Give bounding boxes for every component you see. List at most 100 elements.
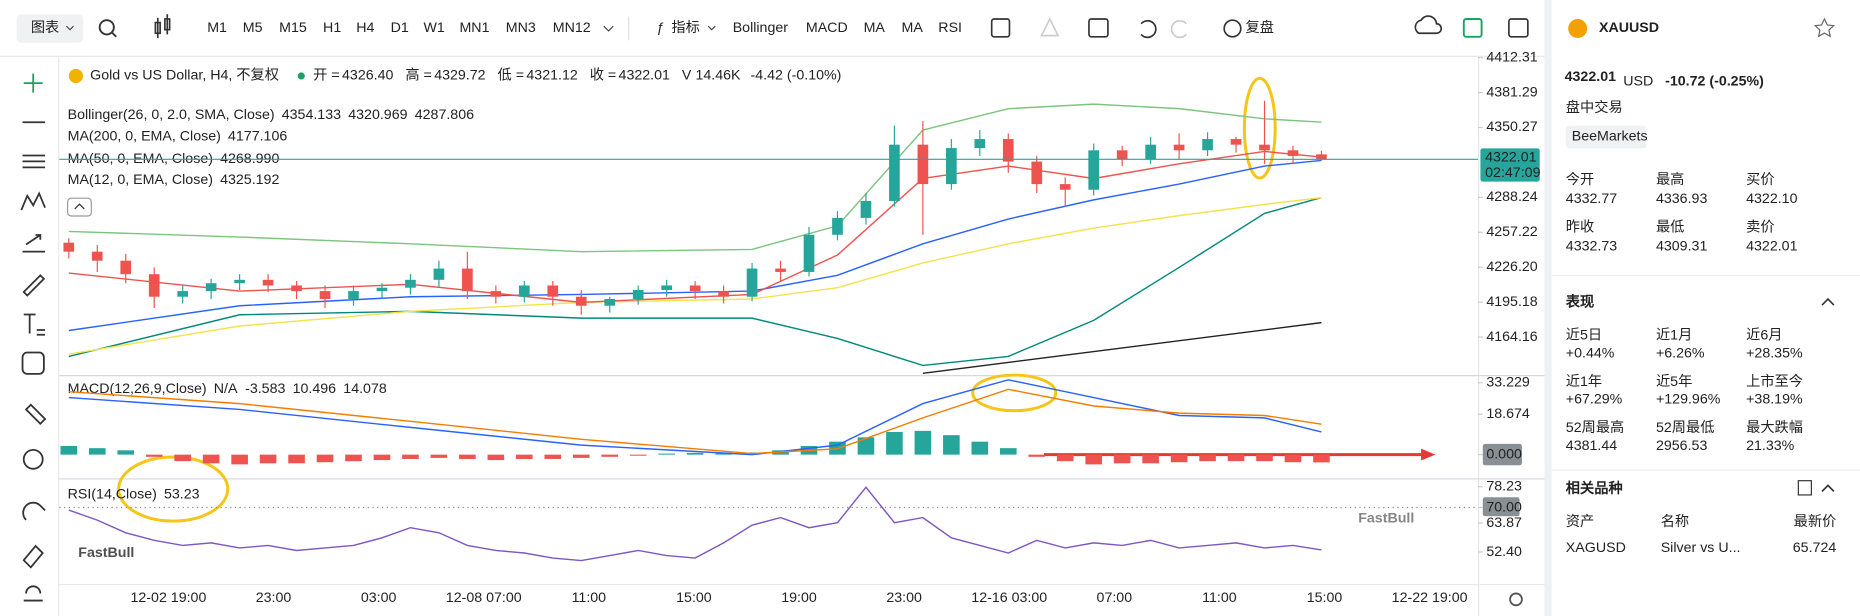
zoom-tool[interactable] (22, 448, 44, 470)
fib-tool[interactable] (22, 234, 46, 253)
indicator-menu-label[interactable]: 指标 (671, 19, 699, 36)
replay-icon[interactable] (1223, 19, 1242, 38)
macd-histogram-bar (345, 454, 362, 462)
candle-body (974, 139, 986, 149)
macd-histogram-bar (231, 454, 248, 465)
timeframe-button[interactable]: MN12 (553, 20, 591, 36)
indicator-button[interactable]: RSI (938, 20, 962, 36)
indicator-button[interactable]: MACD (806, 20, 848, 36)
macd-histogram-bar (686, 452, 704, 455)
text-tool[interactable] (23, 313, 46, 336)
timeframe-button[interactable]: H4 (356, 20, 374, 36)
fx-icon[interactable]: ƒ (656, 20, 664, 36)
table-cell[interactable]: XAGUSD (1566, 540, 1626, 556)
layout-icon[interactable] (990, 18, 1011, 38)
calendar-icon[interactable] (1088, 18, 1109, 38)
channel-tool[interactable] (22, 154, 46, 169)
performance-label: 近1年 (1566, 373, 1602, 390)
table-header: 名称 (1661, 513, 1689, 530)
candle-body (604, 298, 616, 306)
indicator-button[interactable]: Bollinger (733, 20, 789, 36)
table-cell[interactable]: Silver vs U... (1661, 540, 1741, 556)
replay-label[interactable]: 复盘 (1246, 18, 1274, 36)
timeframe-button[interactable]: D1 (391, 20, 409, 36)
fullscreen-icon[interactable] (1508, 18, 1529, 38)
macd-histogram-bar (1284, 454, 1302, 463)
candle-body (291, 285, 302, 292)
timeframe-button[interactable]: MN3 (506, 20, 536, 36)
lock-tool[interactable] (22, 544, 44, 569)
settings-icon[interactable] (1509, 592, 1523, 607)
emoji-tool[interactable] (21, 351, 45, 375)
timeframe-button[interactable]: H1 (323, 20, 341, 36)
candle-body (832, 217, 843, 235)
chart-menu-button[interactable] (16, 14, 84, 43)
more-timeframes-icon[interactable] (603, 25, 614, 32)
x-tick-label: 12-22 19:00 (1392, 590, 1468, 606)
macd-histogram-bar (202, 454, 220, 464)
highlight-ellipse (117, 455, 230, 523)
candle-body (1116, 150, 1128, 160)
macd-histogram-bar (1227, 454, 1245, 462)
ruler-tool[interactable] (24, 403, 47, 425)
crosshair-tool[interactable] (23, 73, 43, 93)
cloud-icon[interactable] (1414, 15, 1443, 35)
collapse-icon[interactable] (1821, 484, 1835, 492)
performance-label: 近5年 (1656, 373, 1692, 390)
last-price-label: 4322.01 (1485, 150, 1536, 166)
volume-label: V (682, 68, 692, 84)
indicator-button[interactable]: MA (864, 20, 886, 36)
timeframe-button[interactable]: W1 (423, 20, 444, 36)
macd-histogram-bar (572, 454, 590, 458)
watermark: FastBull (1358, 510, 1414, 526)
table-cell[interactable]: 65.724 (1793, 540, 1837, 556)
macd-histogram-bar (629, 454, 647, 456)
candle-body (946, 148, 957, 185)
list-icon[interactable] (1797, 480, 1812, 496)
indicator-legend-label: MA(12, 0, EMA, Close) (68, 172, 213, 188)
candle-body (405, 279, 416, 288)
y-tick-label: 0.000 (1486, 446, 1522, 462)
indicator-legend-value: -3.583 (245, 381, 285, 397)
collapse-icon[interactable] (1821, 297, 1835, 306)
performance-value: +6.26% (1656, 345, 1705, 361)
brush-tool[interactable] (22, 274, 46, 297)
timeframe-button[interactable]: M1 (207, 20, 227, 36)
stat-value: 4332.73 (1566, 239, 1617, 255)
asset-icon (1568, 18, 1588, 38)
table-header: 最新价 (1794, 513, 1837, 530)
performance-label: 最大跌幅 (1746, 419, 1803, 436)
stat-value: 4332.77 (1566, 191, 1617, 207)
last-price: 4322.01 (1565, 69, 1616, 85)
indicator-legend-value: 4177.106 (228, 128, 287, 144)
indicator-button[interactable]: MA (902, 20, 924, 36)
timeframe-button[interactable]: M15 (279, 20, 307, 36)
magnet-tool[interactable] (22, 501, 46, 521)
price-change: -10.72 (-0.25%) (1665, 74, 1764, 90)
timeframe-button[interactable]: MN1 (459, 20, 489, 36)
favorite-star[interactable] (1813, 17, 1836, 38)
candle-type-icon[interactable] (154, 14, 171, 38)
share-icon[interactable] (1462, 18, 1483, 38)
search-icon[interactable] (98, 19, 115, 36)
stat-label: 卖价 (1746, 219, 1774, 236)
ohlc-value: 4322.01 (619, 68, 670, 84)
undo-icon[interactable] (1140, 19, 1157, 39)
indicator-line (68, 159, 1322, 332)
timeframe-button[interactable]: M5 (243, 20, 263, 36)
performance-value: +67.29% (1566, 392, 1623, 408)
macd-histogram-bar (516, 454, 533, 459)
visibility-tool[interactable] (23, 585, 43, 602)
performance-label: 上市至今 (1746, 373, 1803, 390)
performance-value: +38.19% (1746, 392, 1803, 408)
collapse-legend-button[interactable] (67, 197, 92, 217)
candle-body (1059, 184, 1071, 190)
redo-icon[interactable] (1170, 19, 1187, 39)
pattern-tool[interactable] (20, 191, 46, 211)
y-tick-label: 4226.20 (1486, 259, 1537, 275)
indicator-line (68, 388, 1322, 455)
alert-icon[interactable] (1040, 17, 1060, 37)
x-tick-label: 03:00 (361, 590, 397, 606)
ohlc-value: 4321.12 (526, 68, 577, 84)
performance-label: 52周最高 (1566, 419, 1624, 436)
